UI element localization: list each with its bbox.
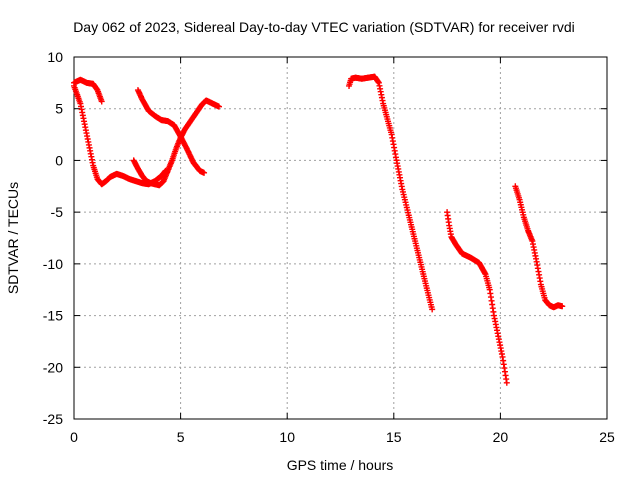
axis-ticks [73,56,608,420]
x-axis-label: GPS time / hours [287,457,394,473]
plot-frame [73,56,608,420]
grid-lines [74,57,607,419]
x-tick-label: 10 [279,429,295,445]
data-point-marker [215,103,222,110]
y-axis-label: SDTVAR / TECUs [5,182,21,294]
data-point-marker [429,306,436,313]
y-tick-label: 10 [47,49,63,65]
y-tick-label: -25 [43,411,63,427]
x-tick-label: 15 [386,429,402,445]
data-point-marker [98,98,105,105]
data-point-marker [201,169,208,176]
chart-title: Day 062 of 2023, Sidereal Day-to-day VTE… [73,19,575,35]
x-tick-label: 25 [599,429,615,445]
x-tick-label: 20 [493,429,509,445]
y-tick-label: 5 [55,101,63,117]
x-tick-labels: 0 5 10 15 20 25 [70,429,615,445]
y-tick-label: -15 [43,308,63,324]
y-tick-label: 0 [55,152,63,168]
x-tick-label: 0 [70,429,78,445]
data-point-marker [503,379,510,386]
data-points [71,73,566,386]
y-tick-label: -20 [43,359,63,375]
data-point-marker [559,303,566,310]
y-tick-labels: 10 5 0 -5 -10 -15 -20 -25 [43,49,63,427]
y-tick-label: -5 [51,204,64,220]
x-tick-label: 5 [177,429,185,445]
y-tick-label: -10 [43,256,63,272]
